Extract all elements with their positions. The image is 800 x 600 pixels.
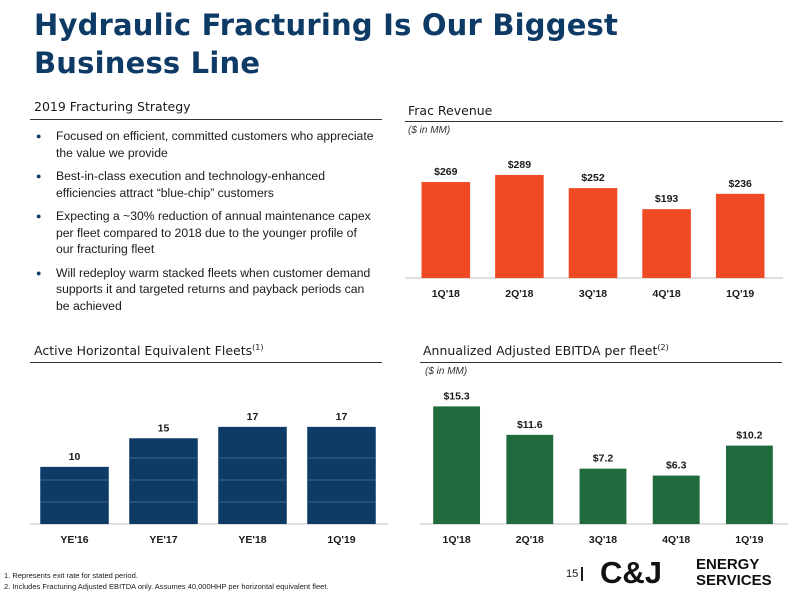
data-label-5: $10.2 [736, 430, 762, 442]
ebitda-chart: $15.3 1Q'18 $11.6 2Q'18 $7.2 3Q'18 $6.3 4Q'18 $1… [420, 390, 788, 546]
logo-line2-text: SERVICES [696, 572, 772, 589]
bar-4 [642, 209, 691, 278]
page-number: 15 [566, 568, 579, 580]
x-tick-label-3: 3Q'18 [589, 534, 617, 546]
frac-revenue-title: Frac Revenue [408, 103, 493, 118]
bar-3 [218, 426, 287, 524]
logo-line1-text: ENERGY [696, 556, 759, 573]
bar-2 [495, 174, 544, 278]
bar-4 [652, 475, 700, 524]
x-tick-label-5: 1Q'19 [735, 534, 763, 546]
bar-4 [307, 426, 376, 524]
bar-1 [40, 466, 109, 524]
strategy-heading: 2019 Fracturing Strategy [34, 99, 191, 114]
ebitda-title: Annualized Adjusted EBITDA per fleet(2) [423, 343, 669, 358]
x-tick-label-5: 1Q'19 [726, 288, 754, 300]
strategy-bullet: Focused on efficient, committed customer… [32, 128, 377, 161]
frac-revenue-rule [405, 121, 783, 122]
strategy-bullet: Will redeploy warm stacked fleets when c… [32, 265, 377, 315]
ebitda-units: ($ in MM) [425, 366, 468, 377]
data-label-1: $15.3 [443, 390, 469, 402]
data-label-1: $269 [434, 166, 458, 178]
x-tick-label-4: 4Q'18 [653, 288, 681, 300]
bar-3 [568, 188, 618, 278]
fleets-title: Active Horizontal Equivalent Fleets(1) [34, 343, 263, 358]
ebitda-title-footnote: (2) [657, 343, 669, 352]
bar-1 [433, 406, 481, 524]
data-label-3: $7.2 [593, 453, 614, 465]
ebitda-rule [420, 362, 782, 363]
bar-2 [129, 438, 198, 524]
bar-1 [421, 182, 471, 278]
logo-mark-text: C&J [600, 555, 662, 589]
frac-revenue-chart: $269 1Q'18 $289 2Q'18 $252 3Q'18 $193 4Q'18 $236… [405, 159, 783, 300]
company-logo: C&J ENERGY SERVICES [600, 555, 772, 589]
fleets-rule [30, 362, 382, 363]
data-label-2: 15 [158, 422, 170, 434]
x-tick-label-4: 4Q'18 [662, 534, 690, 546]
strategy-bullet: Expecting a ~30% reduction of annual mai… [32, 208, 377, 258]
slide-title: Hydraulic Fracturing Is Our Biggest Busi… [34, 6, 774, 82]
x-tick-label-3: YE'18 [238, 534, 266, 546]
fleets-title-footnote: (1) [252, 343, 264, 352]
data-label-1: 10 [69, 451, 81, 463]
footnote-2: 2. Includes Fracturing Adjusted EBITDA o… [4, 582, 329, 591]
x-tick-label-2: YE'17 [149, 534, 177, 546]
bar-3 [579, 468, 627, 524]
fleets-chart: 10 YE'16 15 YE'17 17 YE'18 17 1Q'19 [30, 411, 388, 546]
x-tick-label-2: 2Q'18 [516, 534, 544, 546]
data-label-4: $193 [655, 193, 679, 205]
data-label-2: $11.6 [517, 419, 543, 431]
x-tick-label-3: 3Q'18 [579, 288, 607, 300]
data-label-4: $6.3 [666, 460, 687, 472]
footnote-1: 1. Represents exit rate for stated perio… [4, 571, 138, 580]
x-tick-label-2: 2Q'18 [505, 288, 533, 300]
strategy-bullet: Best-in-class execution and technology-e… [32, 168, 377, 201]
x-tick-label-1: 1Q'18 [432, 288, 460, 300]
bar-2 [506, 434, 554, 524]
strategy-rule [30, 119, 382, 120]
data-label-5: $236 [729, 178, 753, 190]
bar-5 [715, 193, 765, 278]
slide-title-line1: Hydraulic Fracturing Is Our Biggest [34, 8, 619, 42]
x-tick-label-1: 1Q'18 [443, 534, 471, 546]
bar-5 [725, 445, 773, 524]
x-tick-label-4: 1Q'19 [327, 534, 355, 546]
data-label-3: 17 [247, 411, 259, 423]
slide-title-line2: Business Line [34, 46, 261, 80]
strategy-bullet-list: Focused on efficient, committed customer… [32, 128, 377, 321]
data-label-4: 17 [336, 411, 348, 423]
data-label-3: $252 [581, 172, 605, 184]
ebitda-title-text: Annualized Adjusted EBITDA per fleet [423, 343, 658, 359]
frac-revenue-units: ($ in MM) [408, 125, 451, 136]
footnotes: 1. Represents exit rate for stated perio… [4, 570, 329, 592]
page-divider [581, 567, 583, 581]
fleets-title-text: Active Horizontal Equivalent Fleets [34, 343, 253, 359]
x-tick-label-1: YE'16 [60, 534, 88, 546]
data-label-2: $289 [508, 159, 532, 171]
